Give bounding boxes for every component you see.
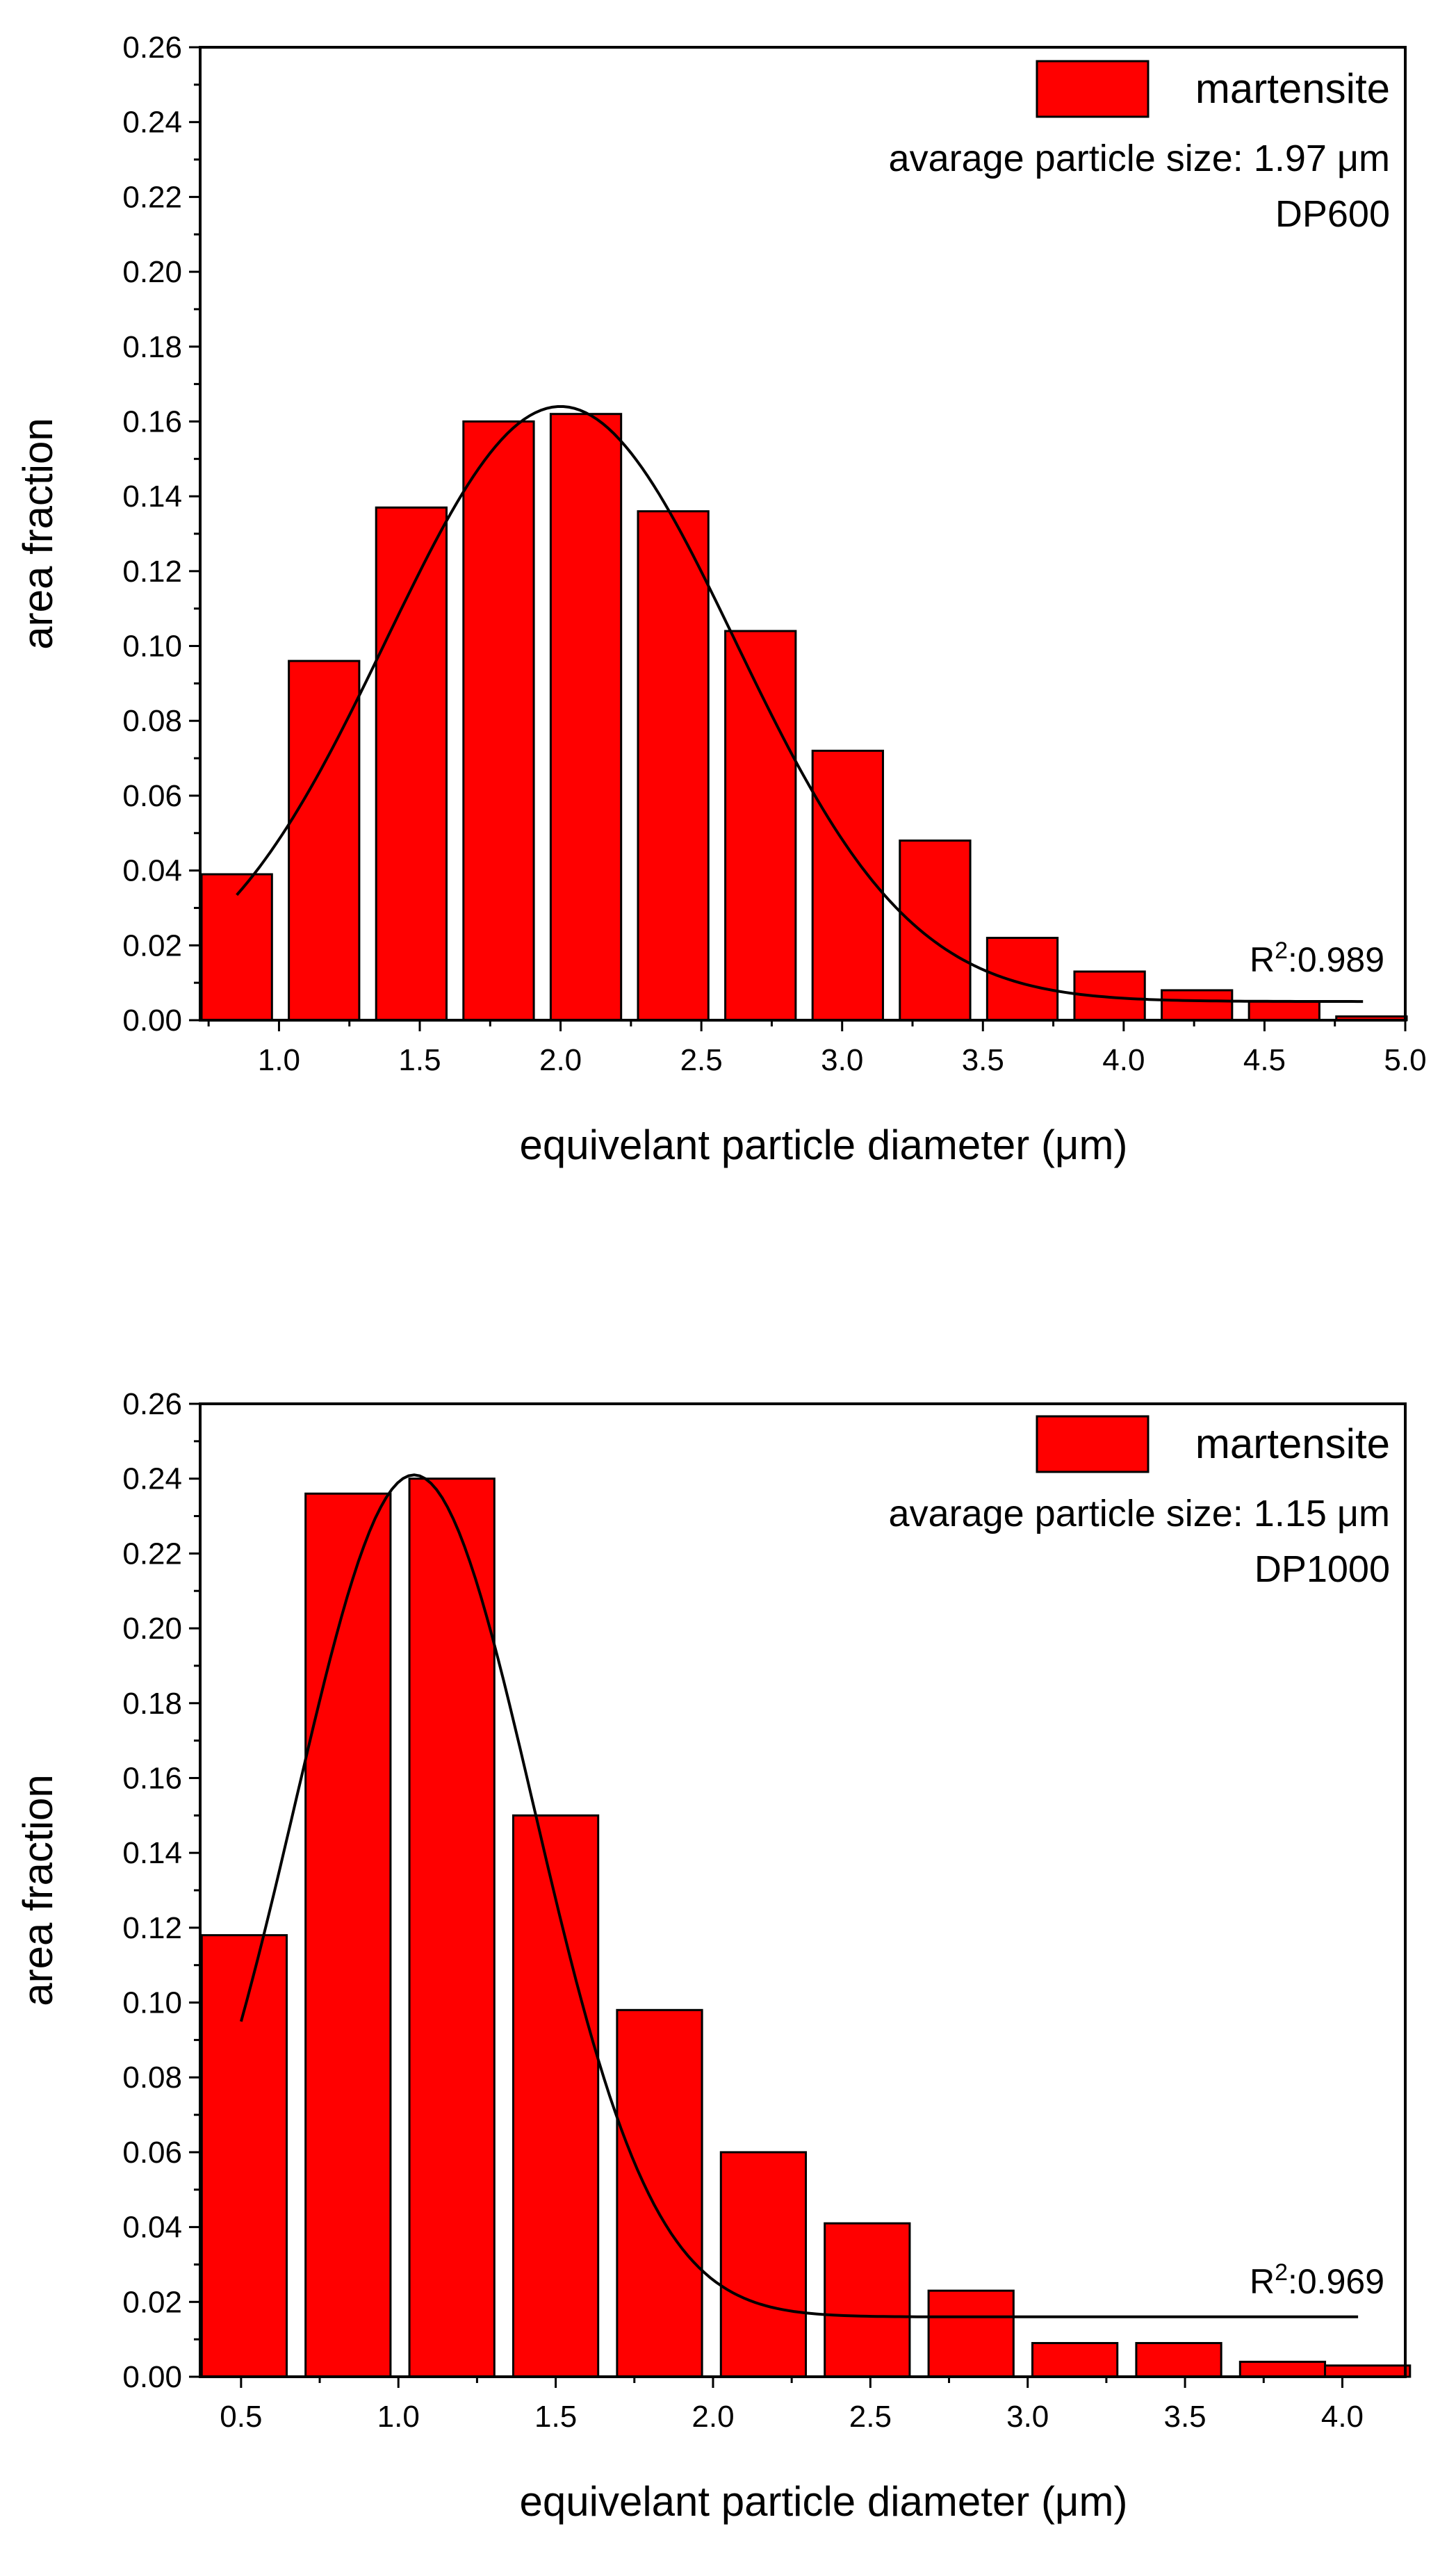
- legend-swatch: [1036, 60, 1150, 118]
- bar: [200, 873, 273, 1022]
- bar: [462, 420, 535, 1022]
- bar: [927, 2289, 1015, 2378]
- fit-curve: [239, 1473, 1359, 2318]
- y-tick-label: 0.16: [122, 1761, 182, 1795]
- x-tick-label: 3.0: [821, 1043, 863, 1077]
- x-tick-label: 1.0: [377, 2400, 420, 2434]
- bar: [1238, 2360, 1327, 2378]
- bar: [408, 1477, 496, 2378]
- y-tick-label: 0.14: [122, 480, 182, 514]
- chart-panel-2: 0.00 0.02 0.04 0.06 0.08 0.10 0.12 0.14 0.16 0.18…: [15, 1387, 1412, 2525]
- fit-curve: [236, 405, 1364, 1004]
- bar: [811, 749, 884, 1022]
- y-tick-label: 0.00: [122, 2360, 182, 2394]
- y-tick-label: 0.06: [122, 779, 182, 813]
- bar: [304, 1492, 392, 2378]
- y-tick-label: 0.22: [122, 180, 182, 214]
- x-tick-label: 0.5: [220, 2400, 262, 2434]
- y-tick-label: 0.10: [122, 1986, 182, 2020]
- y-tick-label: 0.12: [122, 1911, 182, 1945]
- x-tick-label: 3.5: [1163, 2400, 1206, 2434]
- x-tick-label: 5.0: [1384, 1043, 1426, 1077]
- x-axis-title: equivelant particle diameter (μm): [520, 2478, 1128, 2525]
- sample-label: DP600: [1275, 193, 1390, 235]
- r2-label: R2:0.969: [1250, 2259, 1384, 2301]
- bar: [985, 937, 1059, 1022]
- y-tick-label: 0.22: [122, 1537, 182, 1571]
- bar: [1135, 2342, 1222, 2378]
- y-axis-title: area fraction: [15, 418, 61, 650]
- x-tick-label: 2.5: [680, 1043, 723, 1077]
- bar: [1248, 1000, 1320, 1022]
- y-tick-label: 0.24: [122, 1462, 182, 1496]
- bar: [824, 2222, 911, 2378]
- legend: martensite: [1036, 60, 1390, 118]
- bar: [1161, 989, 1234, 1022]
- legend: martensite: [1036, 1415, 1390, 1473]
- bar: [724, 630, 797, 1022]
- y-tick-label: 0.04: [122, 854, 182, 888]
- x-tick-label: 4.5: [1243, 1043, 1286, 1077]
- x-tick-label: 2.0: [692, 2400, 734, 2434]
- x-tick-label: 4.0: [1321, 2400, 1364, 2434]
- y-tick-label: 0.20: [122, 1612, 182, 1646]
- y-tick-label: 0.04: [122, 2211, 182, 2245]
- y-tick-label: 0.10: [122, 630, 182, 664]
- y-tick-label: 0.02: [122, 928, 182, 963]
- bar: [637, 510, 710, 1022]
- y-tick-label: 0.08: [122, 704, 182, 738]
- x-tick-label: 1.5: [534, 2400, 577, 2434]
- x-tick-label: 2.5: [849, 2400, 892, 2434]
- bar: [200, 1934, 288, 2378]
- x-tick-label: 4.0: [1102, 1043, 1145, 1077]
- x-axis-title: equivelant particle diameter (μm): [520, 1122, 1128, 1168]
- y-tick-label: 0.06: [122, 2136, 182, 2170]
- x-tick-label: 3.5: [962, 1043, 1004, 1077]
- y-tick-label: 0.08: [122, 2061, 182, 2095]
- x-tick-label: 3.0: [1006, 2400, 1049, 2434]
- bar: [549, 413, 623, 1022]
- legend-label: martensite: [1195, 1420, 1390, 1467]
- avg-size-annotation: avarage particle size: 1.15 μm: [889, 1493, 1390, 1534]
- y-tick-label: 0.02: [122, 2285, 182, 2319]
- bar: [1031, 2342, 1119, 2378]
- y-tick-label: 0.24: [122, 106, 182, 140]
- y-tick-label: 0.14: [122, 1836, 182, 1870]
- x-tick-label: 1.5: [398, 1043, 441, 1077]
- y-tick-label: 0.26: [122, 31, 182, 65]
- bar: [616, 2008, 703, 2378]
- bar: [1324, 2364, 1412, 2378]
- x-tick-label: 1.0: [258, 1043, 300, 1077]
- r2-label: R2:0.989: [1250, 937, 1384, 979]
- y-axis-title: area fraction: [15, 1774, 61, 2006]
- y-tick-label: 0.16: [122, 404, 182, 439]
- y-tick-label: 0.12: [122, 555, 182, 589]
- y-tick-label: 0.26: [122, 1387, 182, 1421]
- bar: [719, 2151, 808, 2378]
- bar: [375, 506, 448, 1022]
- chart-panel-1: 0.00 0.02 0.04 0.06 0.08 0.10 0.12 0.14 0.16 0.18…: [15, 31, 1427, 1168]
- y-tick-label: 0.00: [122, 1004, 182, 1038]
- y-tick-label: 0.18: [122, 1687, 182, 1721]
- y-tick-label: 0.18: [122, 330, 182, 364]
- bar: [899, 840, 972, 1022]
- x-tick-label: 2.0: [539, 1043, 582, 1077]
- sample-label: DP1000: [1254, 1548, 1390, 1590]
- y-tick-label: 0.20: [122, 255, 182, 289]
- bar: [512, 1814, 600, 2378]
- avg-size-annotation: avarage particle size: 1.97 μm: [889, 138, 1390, 179]
- legend-swatch: [1036, 1415, 1150, 1473]
- legend-label: martensite: [1195, 65, 1390, 112]
